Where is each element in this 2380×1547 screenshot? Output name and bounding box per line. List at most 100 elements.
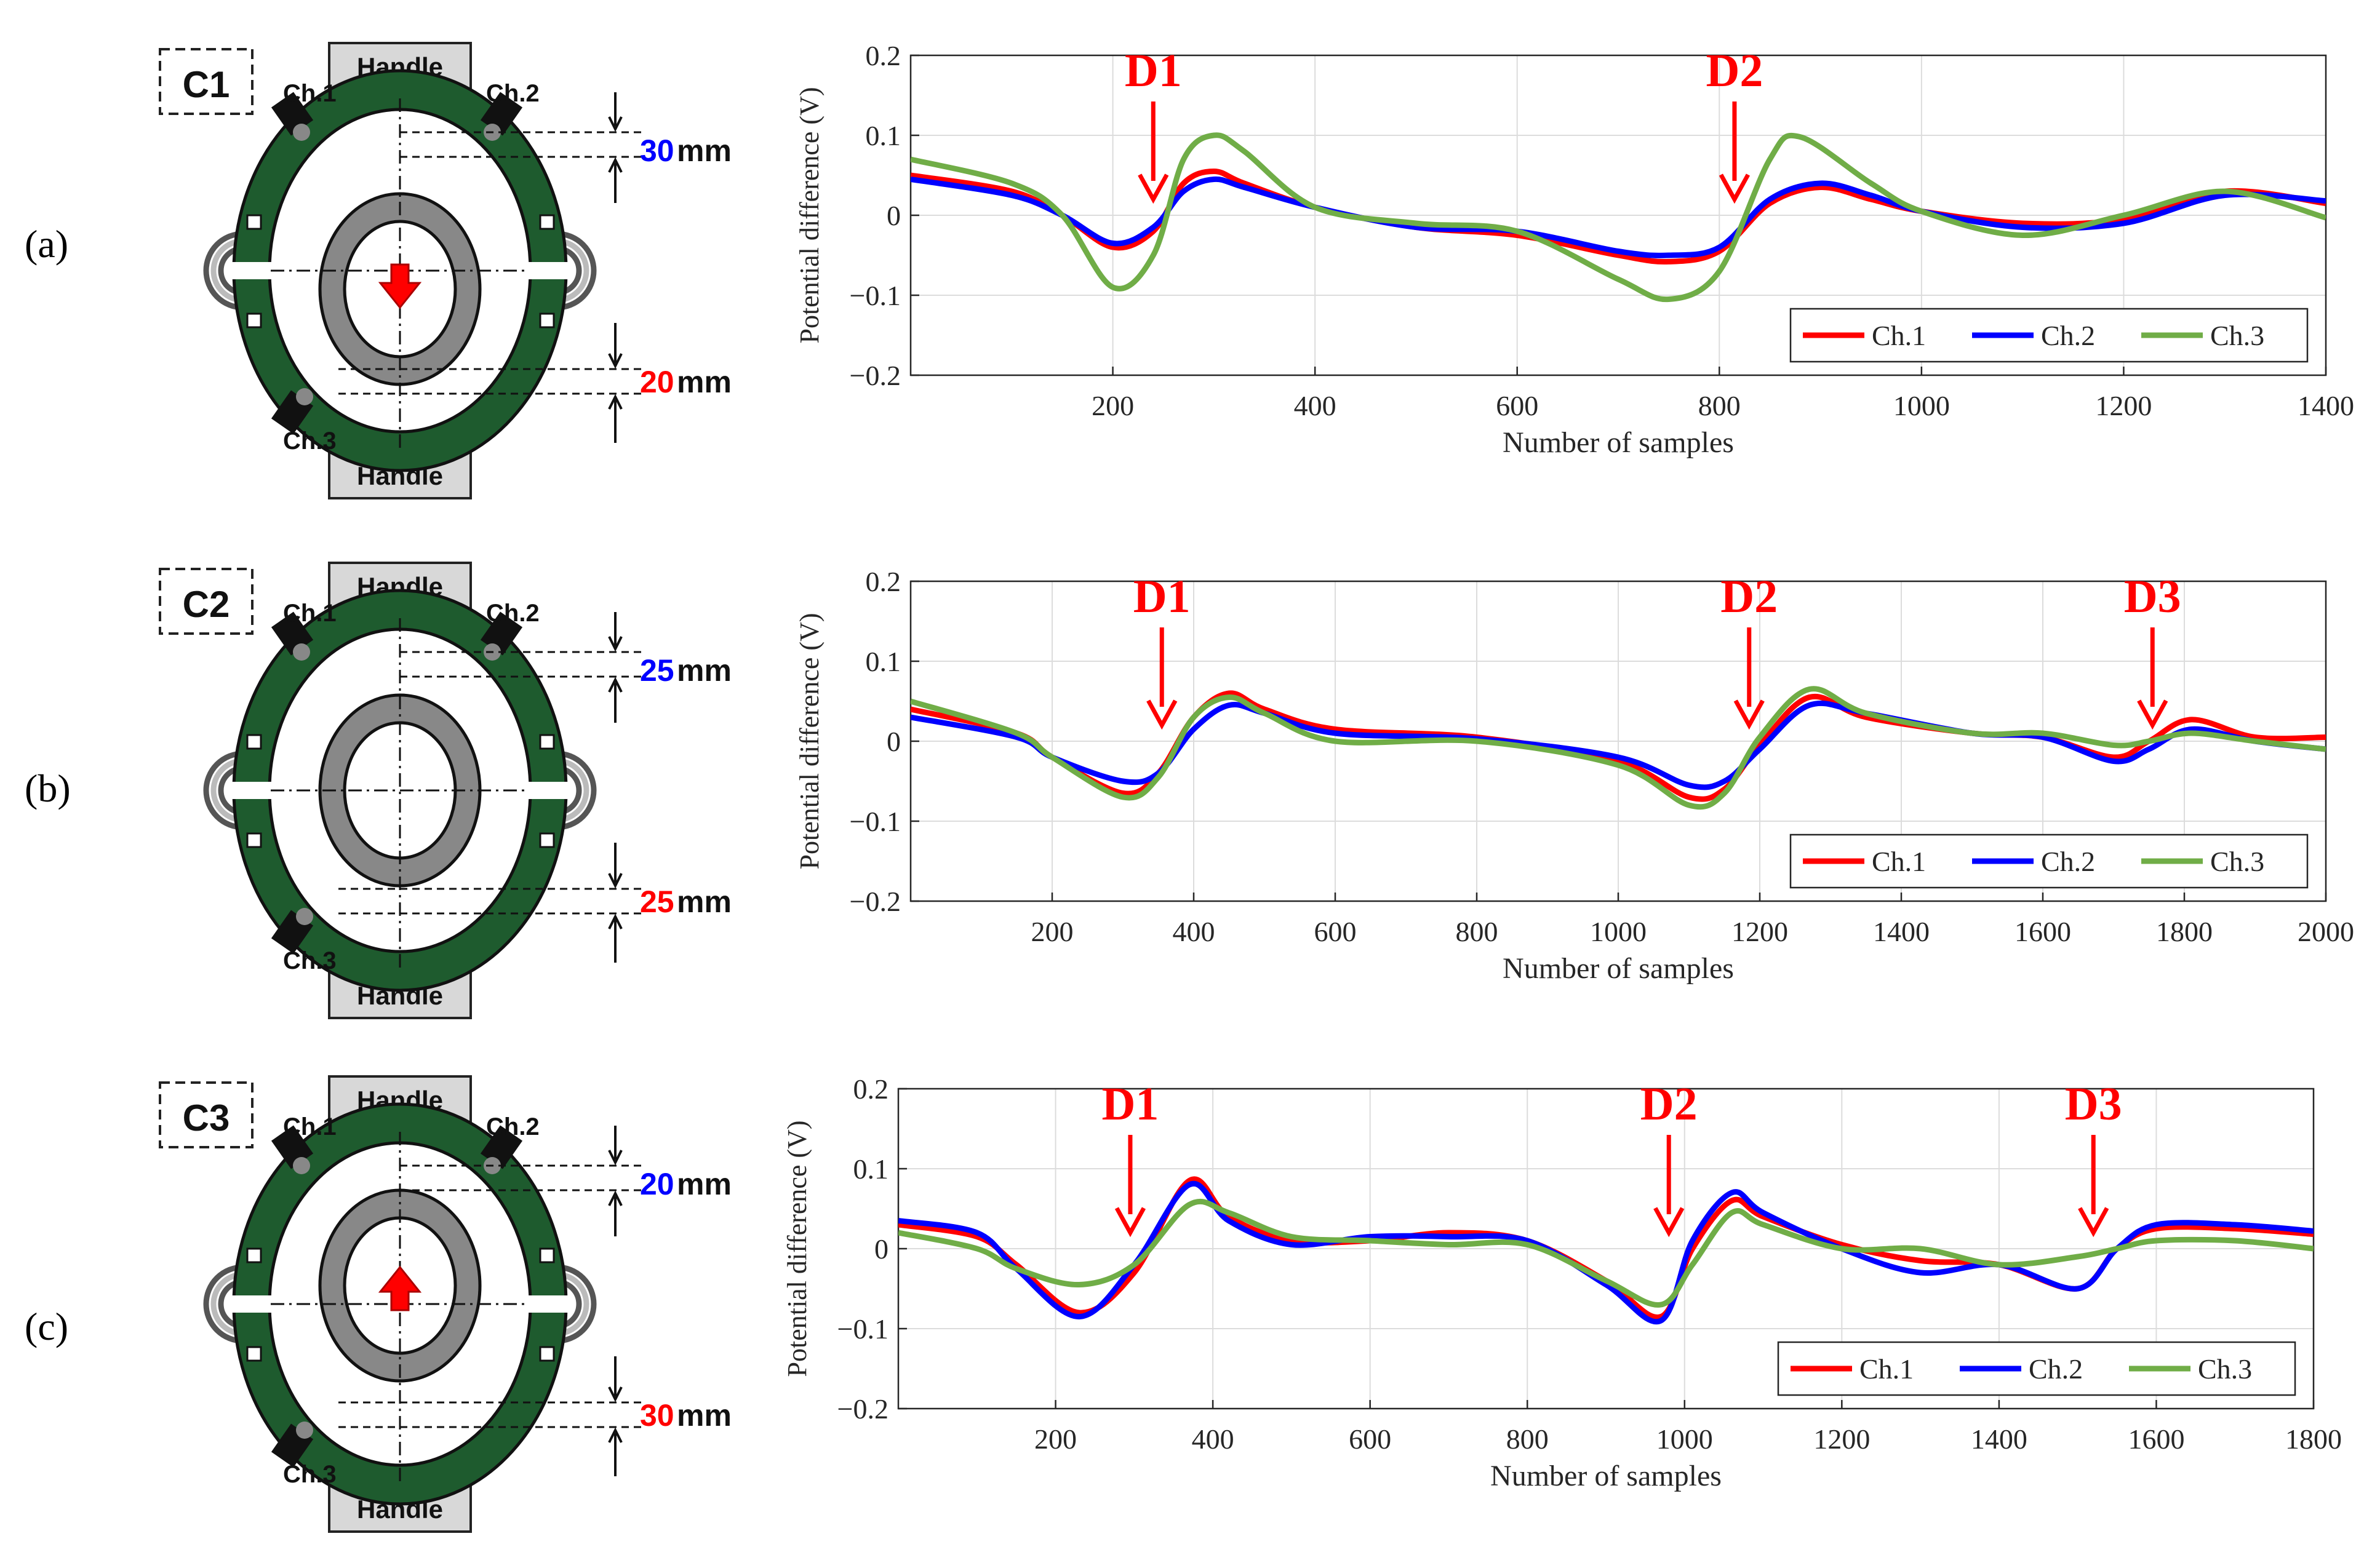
annotation-label: D2 bbox=[1720, 571, 1778, 622]
dim-arrowhead bbox=[608, 394, 623, 410]
dim-top-unit: mm bbox=[677, 133, 732, 168]
dim-arrowhead bbox=[608, 1386, 623, 1402]
panel-row-b: (b) C2 Handle Handle Ch.1 Ch.2 Ch.3 25 mm 25 mm 2… bbox=[0, 520, 2380, 1030]
annotation-arrowhead bbox=[1653, 1207, 1685, 1238]
x-tick-label: 1400 bbox=[1873, 916, 1930, 947]
dim-arrowhead bbox=[608, 1150, 623, 1166]
x-axis-label: Number of samples bbox=[1503, 426, 1734, 459]
hinge-tab bbox=[246, 832, 262, 848]
x-axis-label: Number of samples bbox=[1490, 1460, 1722, 1492]
y-tick-label: 0 bbox=[874, 1233, 889, 1265]
case-label: C1 bbox=[183, 64, 230, 105]
annotation-arrowhead bbox=[1733, 699, 1765, 730]
dim-bottom-value: 25 bbox=[640, 885, 674, 919]
y-tick-label: 0 bbox=[887, 200, 901, 231]
right-hinge bbox=[556, 1271, 589, 1337]
dim-bottom-unit: mm bbox=[677, 1398, 732, 1433]
sensor-dot bbox=[293, 1157, 310, 1174]
y-tick-label: 0.2 bbox=[866, 566, 901, 597]
annotation-label: D3 bbox=[2124, 571, 2181, 622]
hinge-tab bbox=[246, 734, 262, 750]
y-axis-label: Potential difference (V) bbox=[794, 613, 825, 869]
annotation-label: D1 bbox=[1133, 571, 1191, 622]
annotation-arrowhead bbox=[1146, 699, 1178, 730]
y-tick-label: 0.1 bbox=[853, 1153, 889, 1185]
ch3-label: Ch.3 bbox=[283, 947, 337, 974]
left-hinge bbox=[210, 1271, 244, 1337]
x-tick-label: 1600 bbox=[2128, 1423, 2184, 1455]
x-tick-label: 400 bbox=[1192, 1423, 1234, 1455]
right-hinge bbox=[556, 231, 597, 311]
split-gap bbox=[517, 782, 572, 799]
x-tick-label: 1000 bbox=[1590, 916, 1647, 947]
hinge-tab bbox=[539, 832, 555, 848]
y-axis-label: Potential difference (V) bbox=[782, 1120, 812, 1377]
series-line-ch1 bbox=[911, 690, 2326, 802]
line-chart: 200 400 600 800 1000 1200 1400 −0.2 −0.1 0 0.1 0.2 N… bbox=[794, 40, 2354, 459]
dim-arrowhead bbox=[608, 677, 623, 693]
x-tick-label: 1000 bbox=[1656, 1423, 1713, 1455]
x-tick-label: 1200 bbox=[2095, 390, 2152, 421]
ch2-label: Ch.2 bbox=[486, 80, 540, 107]
case-box bbox=[159, 1081, 254, 1148]
panel-row-c: (c) C3 Handle Handle Ch.1 Ch.2 Ch.3 20 mm 30 mm 2… bbox=[0, 1058, 2380, 1547]
ch1-label: Ch.1 bbox=[283, 1113, 337, 1140]
dim-top-unit: mm bbox=[677, 653, 732, 688]
dim-arrowhead bbox=[608, 1427, 623, 1443]
sensor-dot bbox=[296, 388, 313, 405]
hinge-tab bbox=[246, 1346, 262, 1362]
series-line-ch2 bbox=[911, 176, 2326, 258]
x-tick-label: 1000 bbox=[1893, 390, 1950, 421]
ch1-label: Ch.1 bbox=[283, 80, 337, 107]
x-axis-label: Number of samples bbox=[1503, 952, 1734, 985]
legend-label: Ch.2 bbox=[2041, 320, 2095, 351]
hinge-tab bbox=[246, 312, 262, 328]
dim-top-value: 30 bbox=[640, 133, 674, 168]
series-line-ch1 bbox=[911, 169, 2326, 265]
dim-bottom-value: 20 bbox=[640, 365, 674, 399]
legend-label: Ch.2 bbox=[2029, 1353, 2083, 1385]
y-tick-label: 0.1 bbox=[866, 646, 901, 677]
x-tick-label: 1600 bbox=[2015, 916, 2071, 947]
legend-label: Ch.2 bbox=[2041, 846, 2095, 877]
y-tick-label: 0.1 bbox=[866, 120, 901, 151]
annotation-label: D1 bbox=[1125, 45, 1182, 97]
x-tick-label: 200 bbox=[1092, 390, 1134, 421]
dim-arrowhead bbox=[608, 913, 623, 929]
y-tick-label: −0.2 bbox=[837, 1393, 889, 1425]
hinge-tab bbox=[539, 734, 555, 750]
x-tick-label: 2000 bbox=[2298, 916, 2354, 947]
right-hinge bbox=[556, 750, 597, 830]
hinge-tab bbox=[539, 214, 555, 230]
sensor-dot bbox=[296, 1422, 313, 1439]
x-tick-label: 1800 bbox=[2285, 1423, 2342, 1455]
dim-arrowhead bbox=[608, 1190, 623, 1206]
y-axis-label: Potential difference (V) bbox=[794, 87, 825, 343]
hinge-tab bbox=[246, 1247, 262, 1263]
legend-label: Ch.3 bbox=[2210, 846, 2264, 877]
annotation-label: D1 bbox=[1101, 1078, 1159, 1130]
y-tick-label: 0.2 bbox=[853, 1073, 889, 1105]
left-hinge bbox=[203, 750, 244, 830]
annotation-arrowhead bbox=[1114, 1207, 1146, 1238]
annotation-arrowhead bbox=[1719, 173, 1750, 204]
right-hinge bbox=[556, 238, 589, 303]
legend-label: Ch.3 bbox=[2198, 1353, 2252, 1385]
sensor-dot bbox=[296, 908, 313, 925]
dim-arrowhead bbox=[608, 116, 623, 132]
x-tick-label: 1800 bbox=[2156, 916, 2213, 947]
x-tick-label: 800 bbox=[1698, 390, 1741, 421]
annotation-arrowhead bbox=[1138, 173, 1169, 204]
ch3-label: Ch.3 bbox=[283, 428, 337, 455]
y-tick-label: −0.1 bbox=[837, 1313, 889, 1345]
left-hinge bbox=[210, 238, 244, 303]
x-tick-label: 600 bbox=[1496, 390, 1538, 421]
y-tick-label: 0 bbox=[887, 726, 901, 757]
x-tick-label: 600 bbox=[1314, 916, 1357, 947]
x-tick-label: 1200 bbox=[1813, 1423, 1870, 1455]
legend bbox=[1777, 1341, 2296, 1396]
displacement-arrow bbox=[378, 263, 422, 309]
annotation-arrowhead bbox=[2078, 1207, 2109, 1238]
annotation-label: D2 bbox=[1640, 1078, 1698, 1130]
